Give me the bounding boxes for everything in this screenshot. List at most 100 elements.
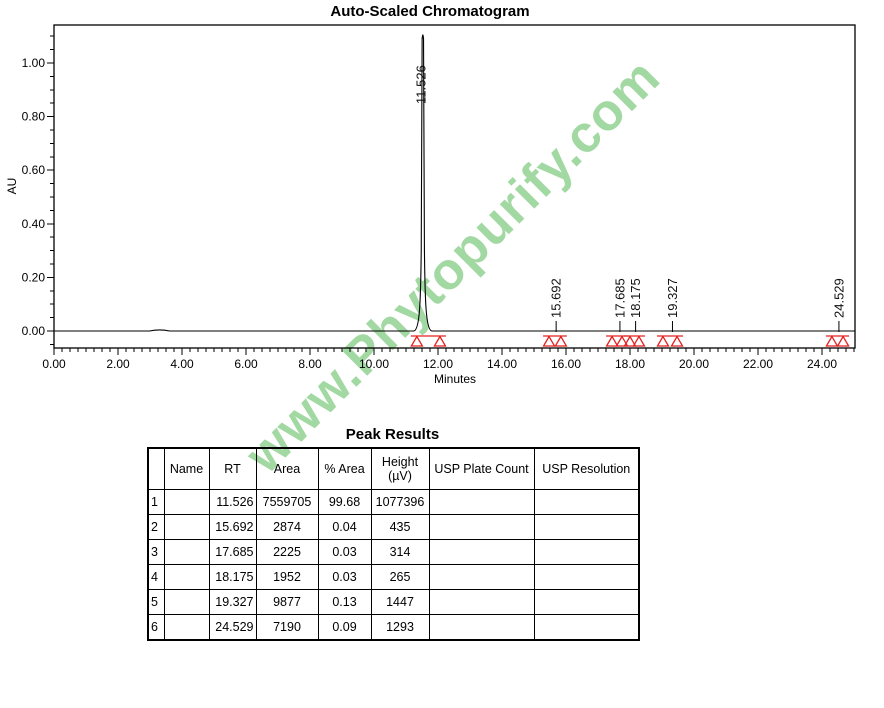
- cell-rt: 19.327: [208, 589, 257, 615]
- peak-marker-triangle: [615, 335, 629, 347]
- cell-plate-count: [428, 614, 535, 641]
- x-tick-label: 0.00: [42, 357, 66, 371]
- cell-name: [163, 564, 210, 590]
- header-height: Height (µV): [370, 447, 430, 490]
- chromatogram-plot: 0.00 0.20 0.40 0.60 0.80 1.00 0.00 2.00 4.00 6.0…: [5, 24, 856, 386]
- cell-rt: 15.692: [208, 514, 257, 540]
- x-tick-label: 20.00: [679, 357, 709, 371]
- cell-name: [163, 514, 210, 540]
- cell-index: 1: [147, 489, 165, 515]
- peak-rt-label: 17.685: [612, 278, 627, 318]
- cell-height: 1077396: [370, 489, 430, 515]
- table-row: 1 11.526 7559705 99.68 1077396: [147, 489, 640, 515]
- y-tick-label: 0.40: [22, 217, 46, 231]
- integration-markers: [410, 335, 850, 347]
- y-tick-label: 0.20: [22, 270, 46, 284]
- cell-resolution: [533, 614, 640, 641]
- cell-resolution: [533, 564, 640, 590]
- peak-marker-triangle: [836, 335, 850, 347]
- header-area: Area: [255, 447, 319, 490]
- cell-area: 9877: [255, 589, 319, 615]
- cell-name: [163, 614, 210, 641]
- x-tick-label: 14.00: [487, 357, 517, 371]
- x-tick-label: 8.00: [298, 357, 322, 371]
- table-row: 3 17.685 2225 0.03 314: [147, 539, 640, 565]
- cell-index: 6: [147, 614, 165, 641]
- table-row: 4 18.175 1952 0.03 265: [147, 564, 640, 590]
- y-tick-label: 1.00: [22, 56, 46, 70]
- x-tick-label: 22.00: [743, 357, 773, 371]
- peak-results-title: Peak Results: [345, 426, 440, 443]
- header-height-line1: Height: [381, 454, 419, 469]
- peak-rt-label: 11.526: [413, 65, 428, 104]
- x-tick-label: 2.00: [106, 357, 130, 371]
- cell-name: [163, 539, 210, 565]
- cell-area: 1952: [255, 564, 319, 590]
- y-axis-title: AU: [5, 178, 19, 195]
- cell-area: 2225: [255, 539, 319, 565]
- cell-area: 7559705: [255, 489, 319, 515]
- cell-pct-area: 99.68: [317, 489, 372, 515]
- cell-height: 314: [370, 539, 430, 565]
- table-row: 2 15.692 2874 0.04 435: [147, 514, 640, 540]
- table-header-row: Name RT Area % Area Height (µV) USP Plat…: [147, 447, 640, 490]
- cell-pct-area: 0.03: [317, 539, 372, 565]
- x-axis-ticks: 0.00 2.00 4.00 6.00 8.00 10.00 12.00 14.00 16.00…: [42, 348, 855, 371]
- peak-rt-label: 24.529: [831, 278, 846, 318]
- peak-marker-triangle: [825, 335, 839, 347]
- x-tick-label: 4.00: [170, 357, 194, 371]
- cell-area: 7190: [255, 614, 319, 641]
- chromatogram-trace: [54, 34, 855, 332]
- cell-index: 2: [147, 514, 165, 540]
- cell-rt: 24.529: [208, 614, 257, 641]
- x-axis-title: Minutes: [434, 372, 476, 386]
- peak-marker-triangle: [670, 335, 684, 347]
- cell-plate-count: [428, 514, 535, 540]
- peak-marker-triangle: [410, 335, 424, 347]
- x-tick-label: 16.00: [551, 357, 581, 371]
- peak-marker-triangle: [554, 335, 568, 347]
- cell-resolution: [533, 489, 640, 515]
- cell-rt: 18.175: [208, 564, 257, 590]
- cell-plate-count: [428, 539, 535, 565]
- y-tick-label: 0.80: [22, 110, 46, 124]
- peak-results-table: Name RT Area % Area Height (µV) USP Plat…: [147, 447, 640, 641]
- x-tick-label: 12.00: [423, 357, 453, 371]
- cell-height: 435: [370, 514, 430, 540]
- cell-name: [163, 589, 210, 615]
- cell-resolution: [533, 589, 640, 615]
- cell-plate-count: [428, 489, 535, 515]
- peak-rt-label: 18.175: [628, 278, 643, 318]
- cell-height: 265: [370, 564, 430, 590]
- cell-plate-count: [428, 564, 535, 590]
- peak-marker-triangle: [605, 335, 619, 347]
- cell-plate-count: [428, 589, 535, 615]
- header-resolution: USP Resolution: [533, 447, 640, 490]
- cell-pct-area: 0.03: [317, 564, 372, 590]
- cell-pct-area: 0.13: [317, 589, 372, 615]
- cell-resolution: [533, 539, 640, 565]
- peak-labels: 11.526 15.692 17.685 18.175 19.327 24.529: [413, 65, 846, 332]
- y-tick-label: 0.60: [22, 163, 46, 177]
- chart-title: Auto-Scaled Chromatogram: [330, 3, 530, 20]
- cell-area: 2874: [255, 514, 319, 540]
- header-index: [147, 447, 165, 490]
- table-row: 5 19.327 9877 0.13 1447: [147, 589, 640, 615]
- peak-marker-triangle: [433, 335, 447, 347]
- cell-name: [163, 489, 210, 515]
- cell-index: 3: [147, 539, 165, 565]
- x-tick-label: 24.00: [807, 357, 837, 371]
- y-tick-label: 0.00: [22, 324, 46, 338]
- cell-height: 1447: [370, 589, 430, 615]
- cell-height: 1293: [370, 614, 430, 641]
- x-tick-label: 6.00: [234, 357, 258, 371]
- x-tick-label: 10.00: [359, 357, 389, 371]
- peak-rt-label: 15.692: [549, 278, 564, 318]
- header-name: Name: [163, 447, 210, 490]
- plot-border: [53, 24, 856, 349]
- chromatogram-trace-path: [54, 34, 855, 332]
- header-height-line2: (µV): [388, 469, 412, 483]
- peak-marker-triangle: [623, 335, 637, 347]
- cell-index: 5: [147, 589, 165, 615]
